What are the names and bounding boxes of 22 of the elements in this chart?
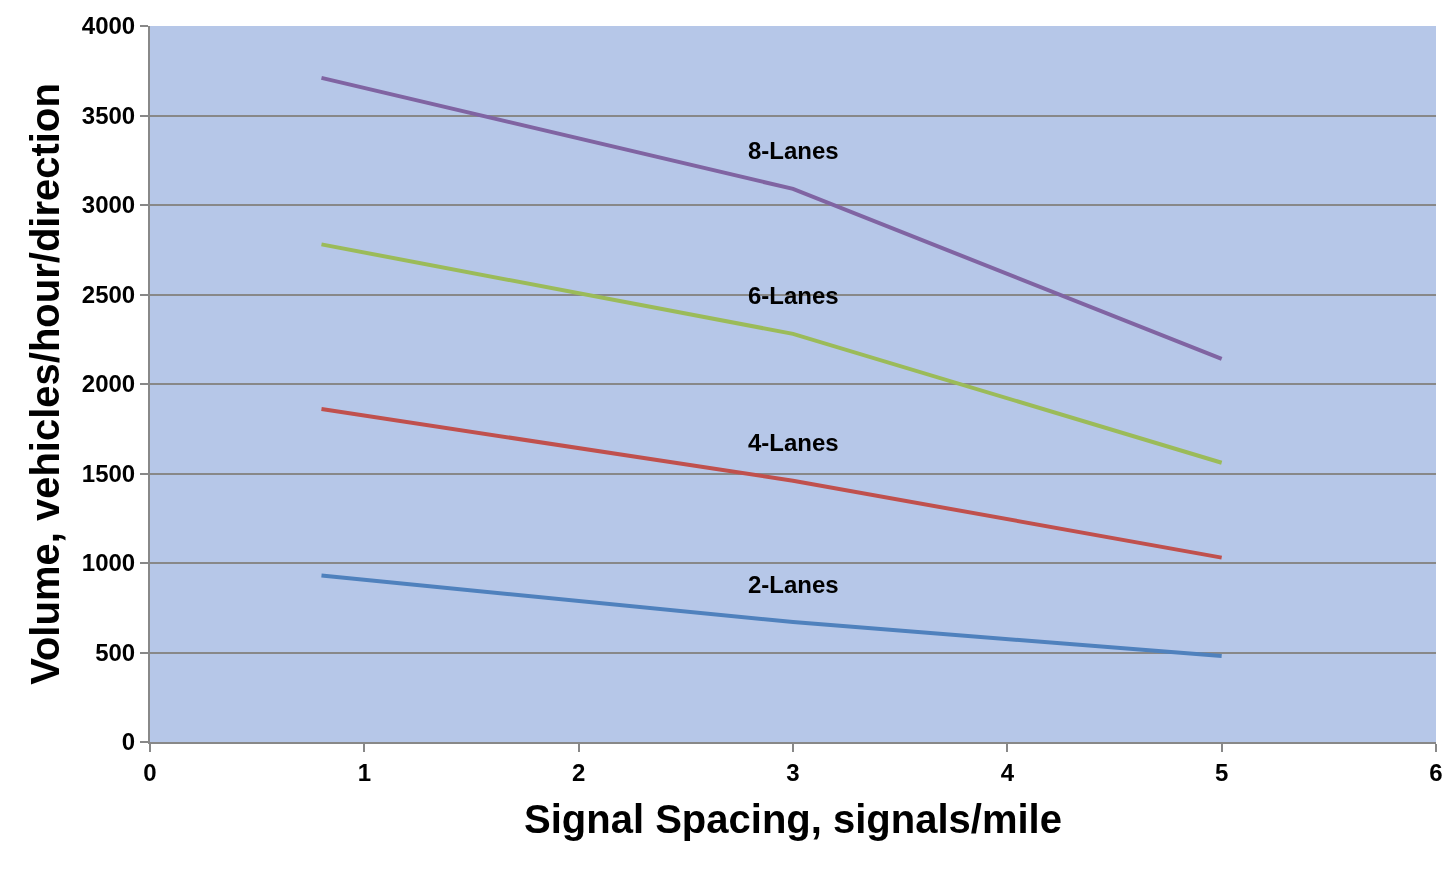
x-tick-label: 0 bbox=[143, 758, 157, 786]
y-tick-label: 0 bbox=[121, 728, 136, 756]
y-tick-label: 4000 bbox=[81, 12, 136, 40]
x-tick-label: 3 bbox=[786, 758, 800, 786]
series-label: 6-Lanes bbox=[748, 282, 839, 309]
y-tick-label: 3000 bbox=[81, 191, 136, 219]
y-tick-label: 1500 bbox=[81, 459, 136, 487]
series-label: 2-Lanes bbox=[748, 571, 839, 598]
x-axis-title: Signal Spacing, signals/mile bbox=[524, 796, 1062, 841]
y-tick-label: 3500 bbox=[81, 101, 136, 129]
x-tick-label: 6 bbox=[1429, 758, 1443, 786]
series-label: 8-Lanes bbox=[748, 137, 839, 164]
x-tick-label: 2 bbox=[571, 758, 586, 786]
series-label: 4-Lanes bbox=[748, 429, 839, 456]
x-tick-label: 4 bbox=[1000, 758, 1015, 786]
y-tick-label: 1000 bbox=[81, 549, 136, 577]
y-tick-label: 2500 bbox=[81, 280, 136, 308]
y-tick-label: 500 bbox=[95, 638, 136, 666]
y-axis-title: Volume, vehicles/hour/direction bbox=[22, 83, 67, 685]
x-tick-label: 5 bbox=[1214, 758, 1229, 786]
x-tick-label: 1 bbox=[357, 758, 372, 786]
y-tick-label: 2000 bbox=[81, 370, 136, 398]
